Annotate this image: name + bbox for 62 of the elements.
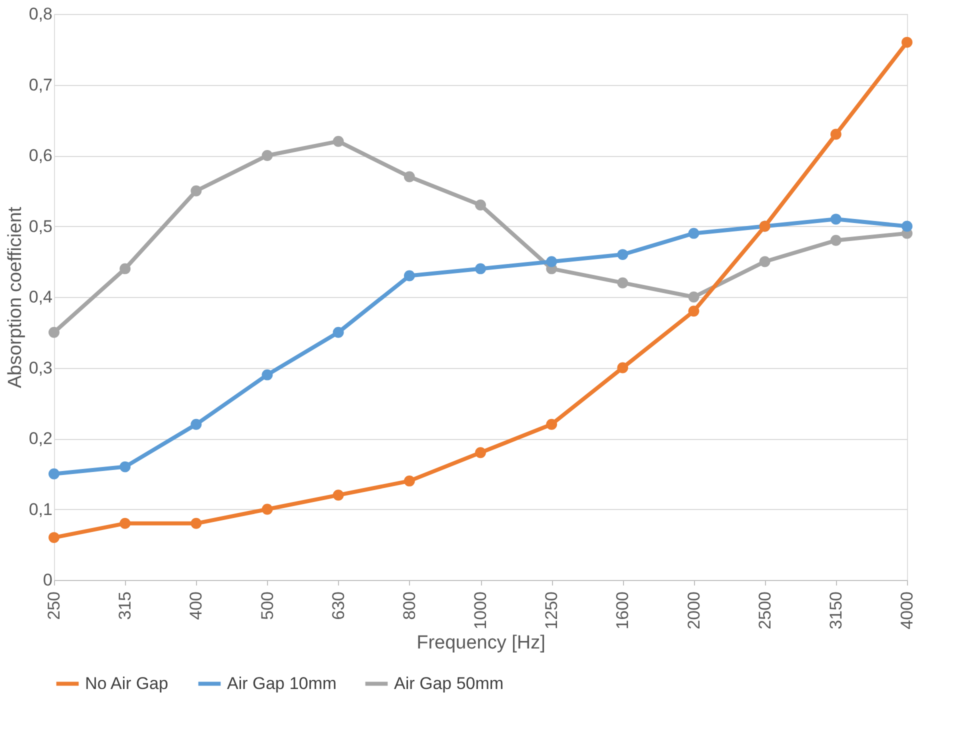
point — [546, 256, 558, 268]
point — [759, 256, 770, 268]
legend-label: Air Gap 10mm — [227, 674, 337, 693]
point — [617, 277, 628, 288]
y-tick-label: 0,8 — [28, 4, 52, 24]
point — [546, 418, 558, 430]
point — [48, 532, 60, 544]
y-tick-label: 0,5 — [28, 216, 52, 236]
point — [475, 200, 486, 210]
point — [617, 362, 628, 374]
x-tick-label: 1250 — [542, 592, 562, 630]
point — [688, 228, 700, 239]
point — [190, 185, 202, 196]
point — [902, 36, 912, 48]
point — [262, 369, 273, 380]
point — [830, 214, 842, 225]
point — [475, 263, 486, 274]
x-tick-label: 630 — [328, 592, 348, 620]
y-tick-label: 0 — [43, 570, 52, 590]
y-tick-label: 0,6 — [28, 146, 52, 165]
x-tick-label: 315 — [116, 592, 135, 620]
point — [688, 306, 700, 317]
x-tick-label: 400 — [186, 592, 206, 620]
point — [190, 518, 202, 529]
x-tick-label: 500 — [258, 592, 277, 620]
point — [404, 171, 415, 182]
x-tick-label: 2500 — [755, 592, 774, 630]
y-axis-title: Absorption coefficient — [4, 206, 26, 388]
point — [332, 136, 344, 147]
x-tick-label: 1600 — [613, 592, 632, 630]
point — [332, 490, 344, 501]
x-tick-label: 250 — [44, 592, 64, 620]
point — [190, 418, 202, 430]
y-tick-label: 0,4 — [28, 288, 52, 306]
point — [902, 220, 912, 232]
legend-label: No Air Gap — [85, 674, 168, 693]
point — [404, 475, 415, 486]
x-tick-label: 1000 — [471, 592, 490, 630]
point — [120, 461, 131, 472]
point — [617, 249, 628, 260]
x-tick-label: 3150 — [826, 592, 846, 630]
point — [404, 270, 415, 282]
y-tick-label: 0,1 — [28, 500, 52, 519]
point — [262, 150, 273, 161]
y-tick-label: 0,7 — [28, 75, 52, 94]
point — [830, 128, 842, 140]
point — [830, 234, 842, 246]
x-tick-label: 4000 — [898, 592, 916, 630]
y-tick-label: 0,3 — [28, 358, 52, 378]
x-axis-title: Frequency [Hz] — [416, 632, 546, 654]
point — [475, 447, 486, 458]
point — [332, 326, 344, 338]
point — [120, 263, 131, 274]
point — [262, 504, 273, 515]
legend-label: Air Gap 50mm — [394, 674, 504, 693]
y-tick-label: 0,2 — [28, 429, 52, 448]
x-tick-label: 800 — [400, 592, 419, 620]
point — [688, 292, 700, 302]
x-tick-label: 2000 — [684, 592, 704, 630]
point — [48, 468, 60, 480]
point — [48, 326, 60, 338]
point — [120, 518, 131, 529]
